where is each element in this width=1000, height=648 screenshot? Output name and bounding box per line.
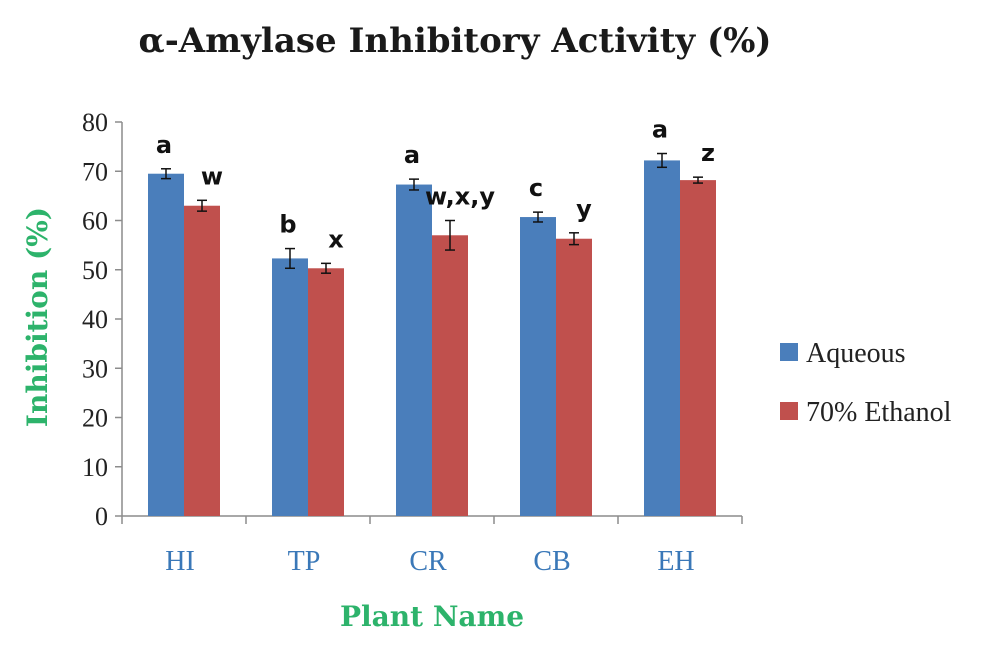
y-tick-label: 50 [82, 256, 108, 285]
legend: Aqueous 70% Ethanol [780, 338, 952, 428]
legend-label: Aqueous [806, 338, 906, 369]
y-tick-label: 20 [82, 404, 108, 433]
bar [644, 160, 680, 517]
x-tick-label: CR [409, 546, 447, 577]
significance-label: a [156, 131, 172, 159]
significance-label: a [404, 141, 420, 169]
significance-label: c [529, 174, 543, 202]
y-axis-title: Inhibition (%) [21, 207, 54, 427]
significance-label: w,x,y [425, 183, 495, 211]
y-tick-label: 60 [82, 207, 108, 236]
legend-swatch [780, 343, 798, 361]
significance-label: w [201, 162, 223, 190]
bar [680, 180, 716, 517]
bar [556, 238, 592, 516]
significance-label: a [652, 116, 668, 144]
legend-label: 70% Ethanol [806, 397, 952, 428]
y-tick-label: 40 [82, 305, 108, 334]
x-tick-label: EH [657, 546, 694, 577]
bar [520, 217, 556, 517]
bar [432, 235, 468, 516]
bar [184, 205, 220, 516]
x-axis-title: Plant Name [340, 600, 524, 633]
x-tick-label: TP [288, 546, 321, 577]
x-tick-label: CB [533, 546, 570, 577]
bar [272, 258, 308, 516]
y-tick-label: 30 [82, 354, 108, 383]
y-tick-label: 70 [82, 157, 108, 186]
y-tick-label: 10 [82, 453, 108, 482]
y-tick-label: 0 [95, 502, 108, 531]
significance-label: y [576, 195, 592, 223]
x-tick-label: HI [165, 546, 195, 577]
y-tick-label: 80 [82, 108, 108, 137]
significance-label: b [279, 211, 296, 239]
bar [148, 173, 184, 516]
significance-label: z [701, 139, 715, 167]
bar [308, 268, 344, 516]
y-axis: 0 10 20 30 40 50 60 70 80 [82, 108, 123, 531]
chart-title: α-Amylase Inhibitory Activity (%) [139, 21, 772, 61]
legend-swatch [780, 402, 798, 420]
bar [396, 184, 432, 517]
significance-label: x [328, 225, 344, 253]
x-axis: HI TP CR CB EH [121, 515, 743, 577]
